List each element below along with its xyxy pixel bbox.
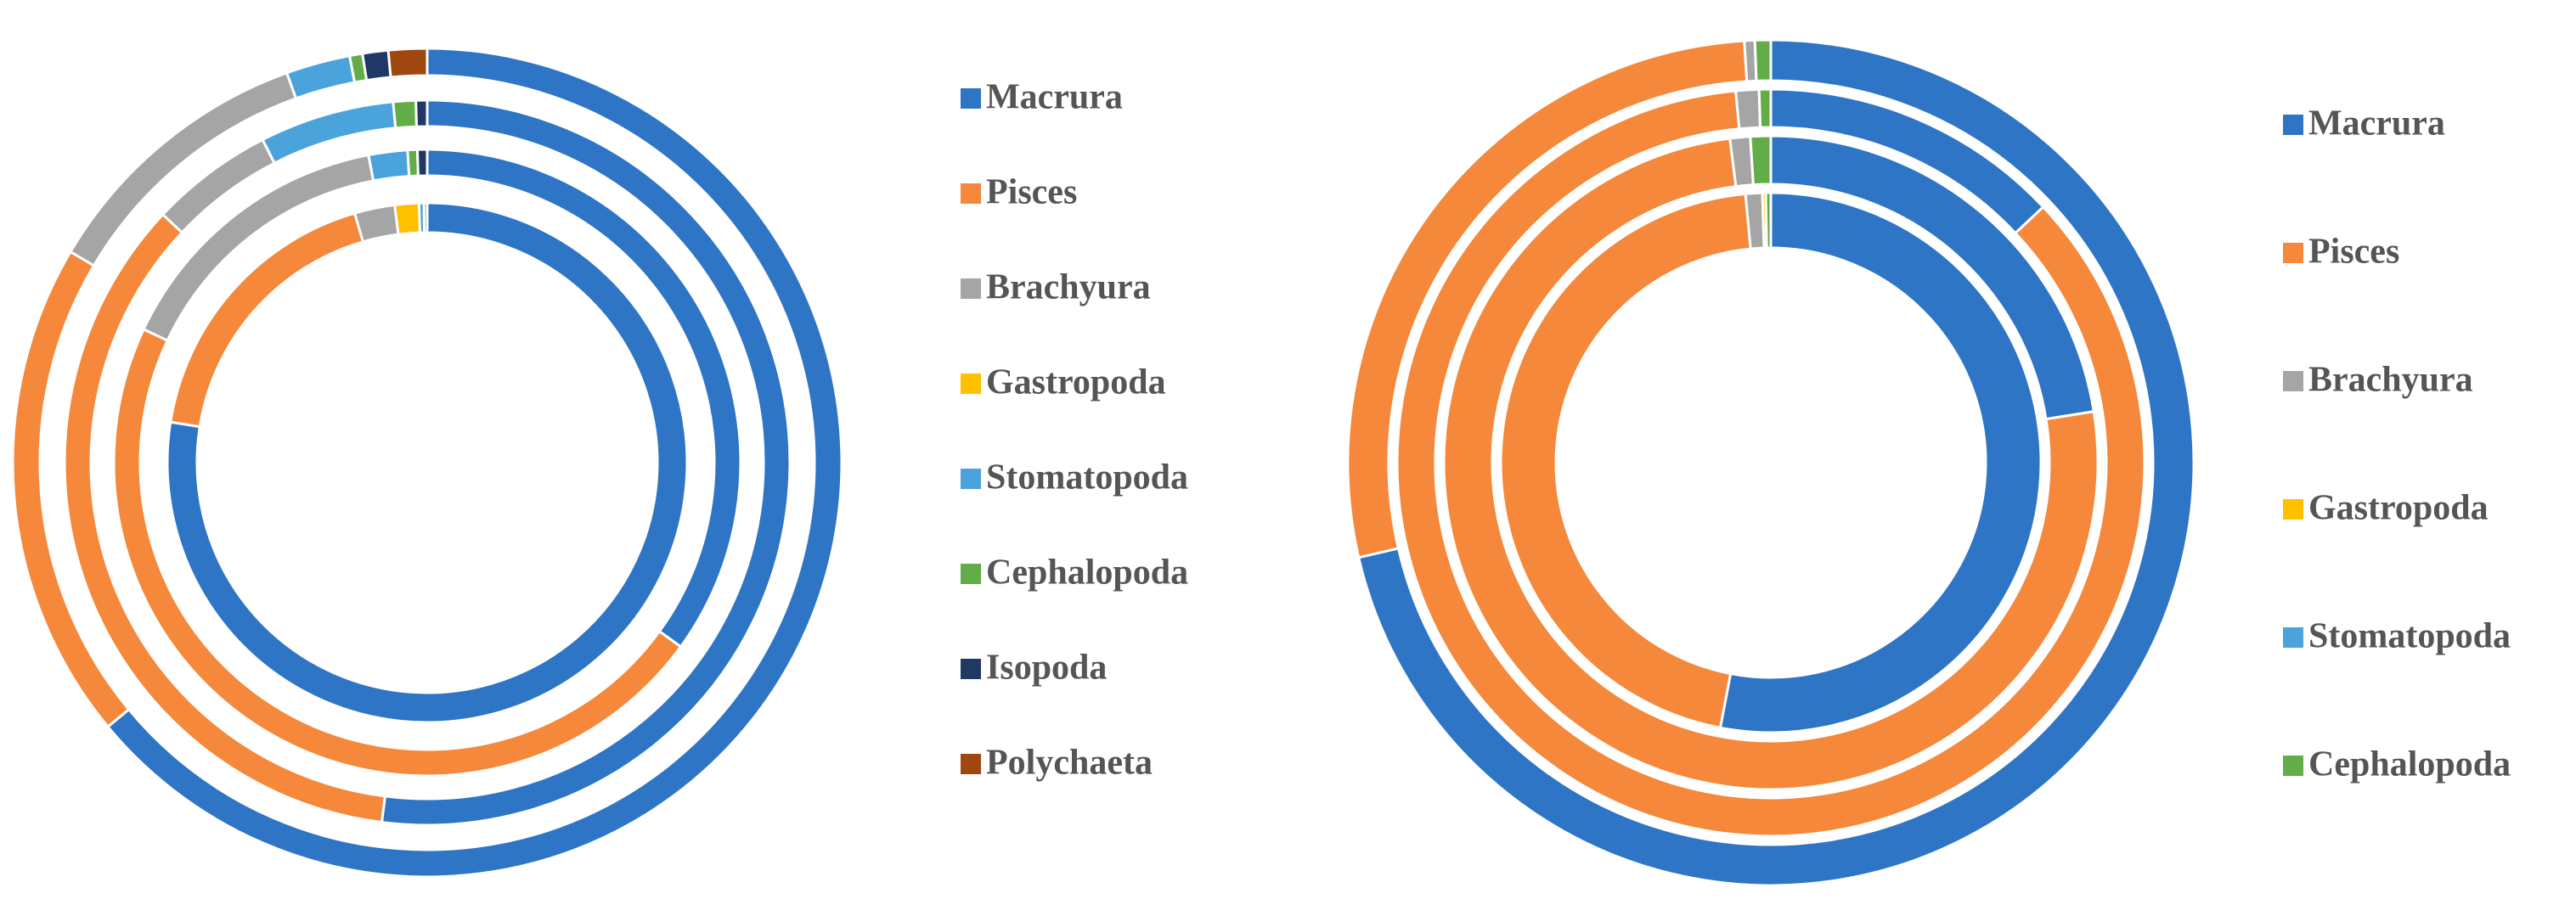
donut-slice xyxy=(360,48,392,82)
legend-swatch xyxy=(961,754,981,774)
legend-label: Stomatopoda xyxy=(986,458,1188,497)
legend-label: Stomatopoda xyxy=(2308,617,2511,656)
donut-slice xyxy=(1749,134,1773,187)
legend-swatch xyxy=(961,564,981,584)
legend-label: Polychaeta xyxy=(986,744,1153,783)
legend-swatch xyxy=(961,88,981,109)
donut-slice xyxy=(1718,191,2043,734)
donut-slice xyxy=(1753,38,1773,82)
donut-slice xyxy=(392,98,419,130)
legend-label: Gastropoda xyxy=(986,363,1166,402)
legend-swatch xyxy=(961,659,981,679)
legend-label: Macrura xyxy=(2308,104,2445,143)
legend-swatch xyxy=(2283,371,2303,391)
donut-slice xyxy=(1764,191,1773,250)
legend-swatch xyxy=(2283,499,2303,520)
donut-slice xyxy=(169,211,365,429)
legend-swatch xyxy=(961,374,981,394)
donut-slice xyxy=(1757,87,1773,129)
donut-slice xyxy=(1395,89,2146,838)
donut-slice xyxy=(166,201,689,724)
donut-slice xyxy=(386,47,429,79)
legend-swatch xyxy=(2283,115,2303,135)
donut-slice xyxy=(285,53,357,100)
legend-label: Isopoda xyxy=(986,649,1107,688)
legend-swatch xyxy=(961,183,981,204)
legend-swatch xyxy=(2283,627,2303,648)
donut-slice xyxy=(392,201,422,236)
donut-slice xyxy=(1356,38,2196,887)
legend-swatch xyxy=(961,278,981,299)
donut-slice xyxy=(415,148,429,177)
legend-swatch xyxy=(961,469,981,489)
legend-label: Cephalopoda xyxy=(2308,745,2511,784)
donut-slice xyxy=(1442,137,2100,791)
donut-slice xyxy=(352,203,400,244)
legend-swatch xyxy=(2283,243,2303,263)
legend-label: Cephalopoda xyxy=(986,553,1188,593)
legend-label: Brachyura xyxy=(986,268,1151,307)
donut-slice xyxy=(1499,192,1752,730)
donut-slice xyxy=(414,98,429,128)
donut-slice xyxy=(1733,87,1762,131)
donut-slice xyxy=(367,149,411,183)
legend-label: Brachyura xyxy=(2308,361,2473,400)
legend-label: Gastropoda xyxy=(2308,489,2489,528)
legend-swatch xyxy=(2283,756,2303,776)
legend-label: Macrura xyxy=(986,78,1123,117)
legend-label: Pisces xyxy=(986,173,1077,212)
legend-label: Pisces xyxy=(2308,233,2399,272)
